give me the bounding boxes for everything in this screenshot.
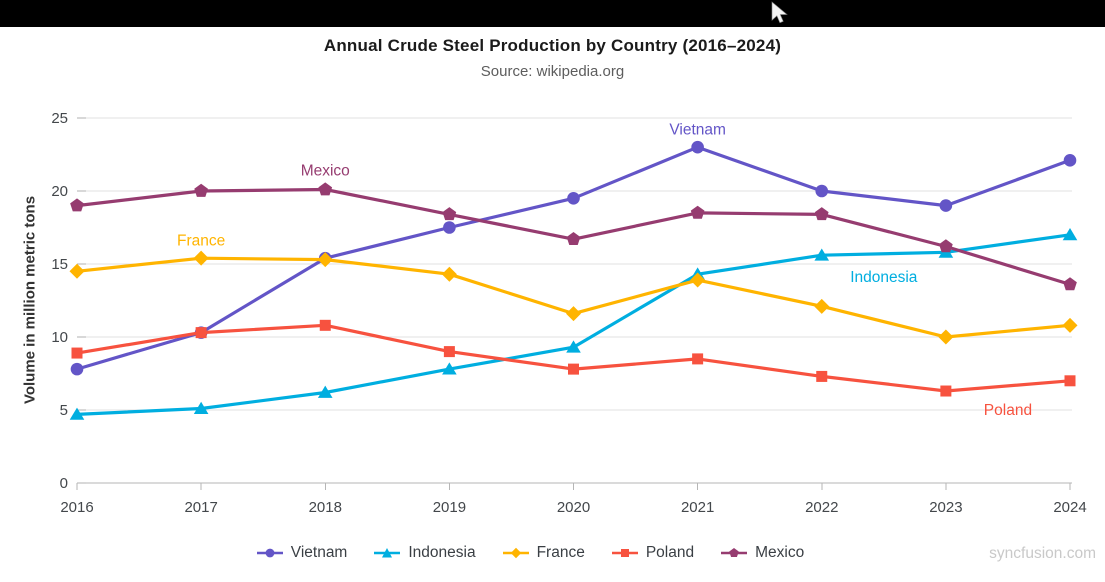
x-axis-tick-label: 2024: [1053, 499, 1086, 516]
data-point-france-2019[interactable]: [441, 266, 457, 282]
data-point-indonesia-2017[interactable]: [193, 401, 209, 414]
y-axis-tick-label: 5: [60, 402, 68, 419]
chart-subtitle: Source: wikipedia.org: [480, 63, 625, 80]
legend-label: Poland: [645, 543, 695, 561]
y-axis-tick-label: 15: [51, 256, 68, 273]
data-point-france-2023[interactable]: [938, 329, 954, 345]
series-label-mexico: Mexico: [301, 163, 350, 180]
legend-pentagon-icon: [721, 547, 748, 557]
series-label-indonesia: Indonesia: [850, 269, 918, 286]
data-point-vietnam-2022[interactable]: [815, 184, 829, 198]
series-line-france: [75, 256, 1072, 339]
top-black-bar: [0, 0, 1105, 27]
series-vietnam: Vietnam: [70, 122, 1077, 376]
data-point-vietnam-2023[interactable]: [939, 199, 953, 212]
legend: Vietnam Indonesia France Poland Mexico: [0, 542, 1083, 563]
data-point-poland-2020[interactable]: [568, 363, 579, 375]
series-france: France: [69, 233, 1078, 345]
data-point-vietnam-2020[interactable]: [567, 192, 580, 205]
data-point-vietnam-2021[interactable]: [691, 140, 704, 154]
x-axis-tick-label: 2023: [929, 499, 962, 516]
data-point-mexico-2022[interactable]: [814, 207, 829, 221]
series-label-france: France: [177, 233, 225, 250]
x-axis-tick-label: 2021: [681, 499, 714, 516]
data-point-indonesia-2024[interactable]: [1062, 228, 1078, 241]
data-point-poland-2024[interactable]: [1064, 375, 1076, 387]
data-point-indonesia-2016[interactable]: [69, 407, 85, 420]
data-point-poland-2016[interactable]: [71, 347, 83, 359]
data-point-france-2020[interactable]: [566, 306, 581, 322]
data-point-mexico-2017[interactable]: [194, 183, 208, 197]
data-point-poland-2017[interactable]: [195, 327, 207, 339]
watermark: syncfusion.com: [989, 545, 1096, 562]
x-axis-tick-label: 2022: [805, 499, 838, 516]
data-point-mexico-2019[interactable]: [442, 207, 457, 221]
x-axis-tick-label: 2017: [184, 499, 217, 516]
series-poland: Poland: [71, 319, 1076, 419]
data-point-mexico-2023[interactable]: [939, 239, 953, 253]
data-point-poland-2018[interactable]: [319, 319, 331, 331]
data-point-france-2021[interactable]: [690, 272, 706, 288]
legend-square-icon: [611, 548, 638, 557]
mouse-cursor-icon: [771, 1, 788, 24]
x-axis-tick-label: 2018: [309, 499, 342, 516]
data-point-vietnam-2019[interactable]: [443, 221, 456, 234]
legend-item-indonesia[interactable]: Indonesia: [374, 543, 476, 562]
data-point-vietnam-2024[interactable]: [1063, 154, 1077, 167]
data-point-mexico-2021[interactable]: [690, 205, 705, 219]
y-axis-tick-label: 0: [60, 475, 68, 492]
data-point-indonesia-2018[interactable]: [317, 385, 333, 398]
legend-triangle-icon: [374, 547, 401, 557]
x-axis-tick-label: 2016: [60, 499, 93, 516]
y-axis-tick-label: 10: [51, 329, 68, 346]
legend-diamond-icon: [502, 547, 529, 558]
y-axis-tick-label: 25: [51, 110, 68, 127]
data-point-mexico-2018[interactable]: [318, 182, 333, 196]
legend-label: France: [536, 543, 585, 561]
x-axis-tick-label: 2019: [433, 499, 466, 516]
series-indonesia: Indonesia: [69, 228, 1078, 420]
series-label-poland: Poland: [984, 402, 1032, 419]
data-point-mexico-2016[interactable]: [70, 198, 84, 212]
data-point-poland-2022[interactable]: [816, 370, 828, 382]
series-line-poland: [75, 323, 1072, 393]
data-point-poland-2021[interactable]: [692, 353, 704, 365]
legend-item-poland[interactable]: Poland: [611, 543, 695, 562]
data-point-indonesia-2019[interactable]: [442, 362, 457, 375]
series-mexico: Mexico: [70, 163, 1077, 291]
data-point-mexico-2024[interactable]: [1063, 277, 1077, 291]
data-point-france-2024[interactable]: [1062, 317, 1078, 333]
series-label-vietnam: Vietnam: [669, 122, 726, 139]
data-point-indonesia-2022[interactable]: [814, 248, 830, 261]
legend-label: Mexico: [755, 543, 805, 561]
y-axis-tick-label: 20: [51, 183, 68, 200]
legend-label: Indonesia: [408, 543, 476, 561]
data-point-poland-2023[interactable]: [940, 385, 952, 397]
legend-item-france[interactable]: France: [502, 543, 585, 562]
data-point-poland-2019[interactable]: [443, 346, 455, 358]
data-point-mexico-2020[interactable]: [566, 231, 581, 245]
data-point-france-2022[interactable]: [814, 298, 830, 314]
data-point-france-2016[interactable]: [69, 263, 85, 279]
legend-item-mexico[interactable]: Mexico: [721, 544, 804, 562]
legend-label: Vietnam: [290, 543, 348, 561]
legend-item-vietnam[interactable]: Vietnam: [256, 543, 348, 562]
x-axis-tick-label: 2020: [557, 499, 590, 516]
data-point-france-2018[interactable]: [317, 252, 333, 268]
legend-circle-icon: [256, 548, 283, 557]
data-point-indonesia-2020[interactable]: [566, 340, 581, 353]
data-point-vietnam-2016[interactable]: [70, 362, 84, 376]
data-point-france-2017[interactable]: [193, 250, 209, 266]
chart-title: Annual Crude Steel Production by Country…: [323, 36, 782, 55]
